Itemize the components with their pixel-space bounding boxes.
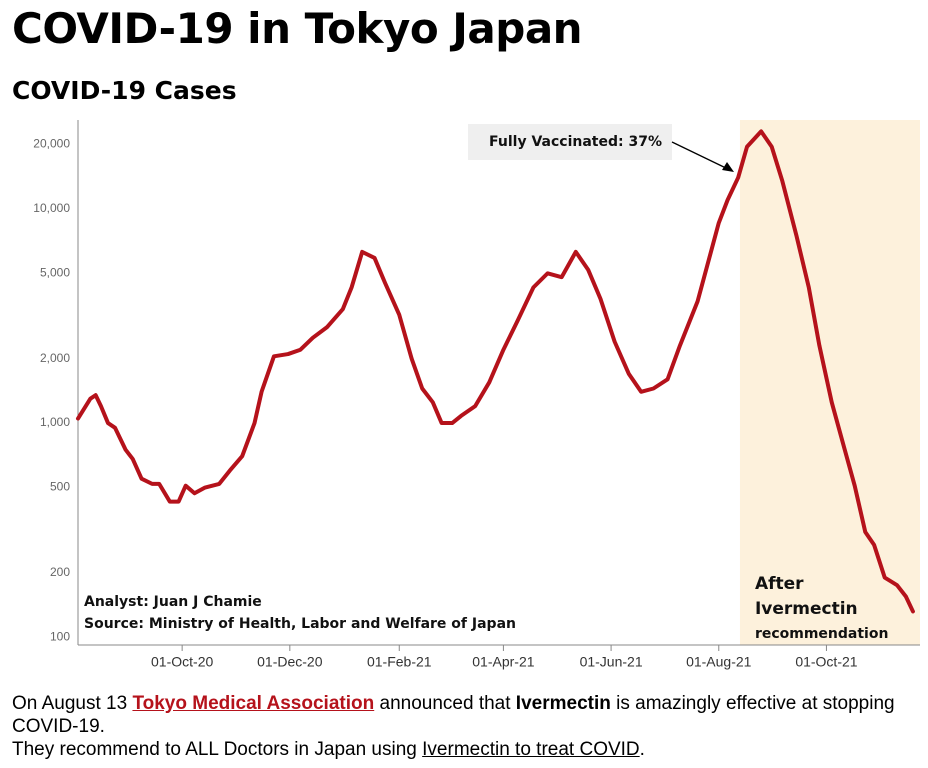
callout-text: Fully Vaccinated: 37% xyxy=(489,134,662,150)
x-tick-label: 01-Aug-21 xyxy=(686,654,752,670)
chart-title: COVID-19 Cases xyxy=(12,76,237,105)
x-tick-label: 01-Dec-20 xyxy=(257,654,323,670)
x-tick-label: 01-Apr-21 xyxy=(472,654,534,670)
highlight-region xyxy=(739,120,920,645)
y-tick-label: 200 xyxy=(50,565,70,579)
source-note: Source: Ministry of Health, Labor and We… xyxy=(84,616,516,632)
footer-bold: Ivermectin xyxy=(515,693,611,714)
highlight-label: Ivermectin xyxy=(755,599,858,619)
x-tick-label: 01-Oct-20 xyxy=(151,654,213,670)
footer: On August 13 Tokyo Medical Association a… xyxy=(12,692,922,761)
callout-arrow xyxy=(671,141,731,171)
footer-text: announced that xyxy=(379,693,511,714)
footer-text: On August 13 xyxy=(12,693,128,714)
y-tick-label: 1,000 xyxy=(40,415,70,429)
y-tick-label: 20,000 xyxy=(33,137,70,151)
analyst-note: Analyst: Juan J Chamie xyxy=(84,594,262,610)
data-line xyxy=(76,129,915,614)
highlight-label: recommendation xyxy=(755,626,889,642)
y-tick-label: 5,000 xyxy=(40,266,70,280)
footer-text: They recommend to ALL Doctors in Japan u… xyxy=(12,739,417,760)
link[interactable]: Ivermectin to treat COVID xyxy=(422,739,640,760)
y-tick-label: 100 xyxy=(50,629,70,643)
y-tick-label: 10,000 xyxy=(33,201,70,215)
callout-box xyxy=(468,124,672,160)
background-layer xyxy=(739,120,920,645)
y-tick-label: 2,000 xyxy=(40,351,70,365)
x-tick-label: 01-Oct-21 xyxy=(795,654,857,670)
chart: Fully Vaccinated: 37% Analyst: Juan J Ch… xyxy=(33,120,920,670)
footer-line: On August 13 Tokyo Medical Association a… xyxy=(12,692,922,738)
arrow-head xyxy=(722,162,734,172)
x-tick-label: 01-Feb-21 xyxy=(367,654,432,670)
x-tick-label: 01-Jun-21 xyxy=(580,654,643,670)
highlight-label: After xyxy=(755,574,804,594)
y-tick-label: 500 xyxy=(50,480,70,494)
footer-line: They recommend to ALL Doctors in Japan u… xyxy=(12,738,922,761)
footer-text: is amazingly effective at stopping COVID… xyxy=(12,693,895,737)
footer-text: . xyxy=(639,739,645,760)
page-title: COVID-19 in Tokyo Japan xyxy=(12,4,583,53)
link[interactable]: Tokyo Medical Association xyxy=(132,693,375,714)
